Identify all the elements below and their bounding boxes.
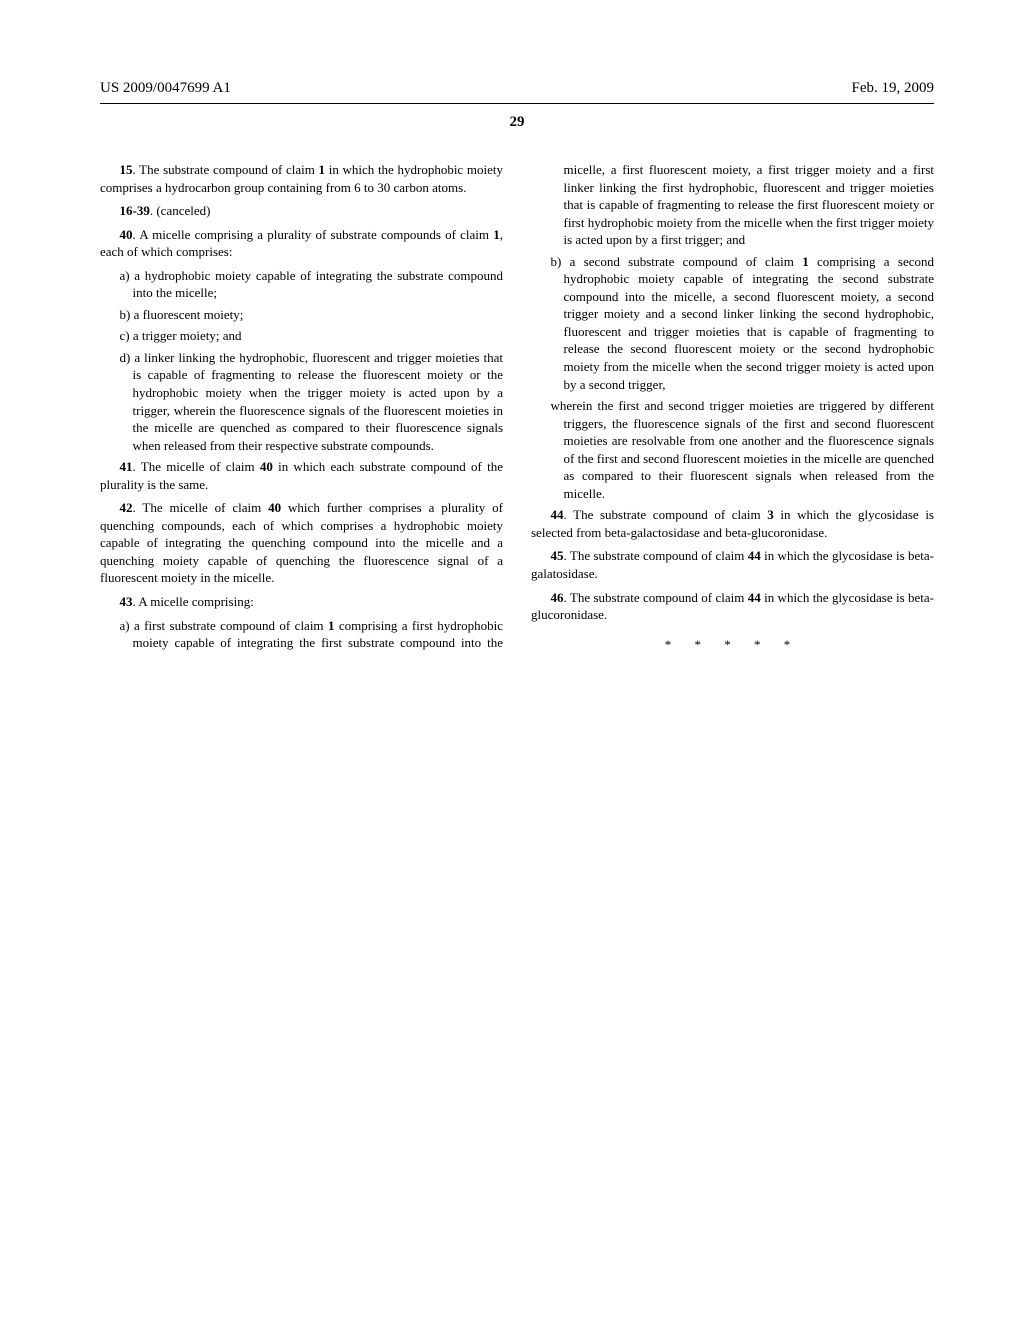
claim-text: . The substrate compound of claim xyxy=(564,548,748,563)
publication-date: Feb. 19, 2009 xyxy=(852,80,935,97)
claim-40-c: c) a trigger moiety; and xyxy=(133,327,504,345)
claim-43-lead: 43. A micelle comprising: xyxy=(100,593,503,611)
claim-number: 42 xyxy=(120,500,133,515)
claim-text: . The substrate compound of claim xyxy=(133,162,319,177)
running-header: US 2009/0047699 A1 Feb. 19, 2009 xyxy=(100,80,934,97)
claim-number: 46 xyxy=(551,590,564,605)
claim-43-wherein: wherein the first and second trigger moi… xyxy=(564,397,935,502)
claim-16-39: 16-39. (canceled) xyxy=(100,202,503,220)
claim-text: a) a first substrate compound of claim xyxy=(120,618,328,633)
claim-number: 44 xyxy=(551,507,564,522)
claims-body: 15. The substrate compound of claim 1 in… xyxy=(100,161,934,653)
claim-number: 45 xyxy=(551,548,564,563)
header-rule xyxy=(100,103,934,104)
claim-number: 40 xyxy=(120,227,133,242)
end-of-document-marker: * * * * * xyxy=(531,636,934,654)
claim-text: . (canceled) xyxy=(150,203,211,218)
claim-number: 43 xyxy=(120,594,133,609)
publication-number: US 2009/0047699 A1 xyxy=(100,80,231,97)
claim-text: . The substrate compound of claim xyxy=(564,590,748,605)
claim-40-a: a) a hydrophobic moiety capable of integ… xyxy=(133,267,504,302)
claim-number: 41 xyxy=(120,459,133,474)
patent-page: US 2009/0047699 A1 Feb. 19, 2009 29 15. … xyxy=(0,0,1024,713)
claim-40-b: b) a fluorescent moiety; xyxy=(133,306,504,324)
claim-40-lead: 40. A micelle comprising a plurality of … xyxy=(100,226,503,261)
claim-ref: 40 xyxy=(260,459,273,474)
claim-text: . A micelle comprising a plurality of su… xyxy=(133,227,494,242)
claim-ref: 44 xyxy=(748,548,761,563)
claim-number: 16-39 xyxy=(120,203,150,218)
claim-text: comprising a second hydrophobic moiety c… xyxy=(564,254,935,392)
claim-text: . A micelle comprising: xyxy=(133,594,254,609)
claim-text: . The micelle of claim xyxy=(133,459,260,474)
claim-15: 15. The substrate compound of claim 1 in… xyxy=(100,161,503,196)
claim-ref: 44 xyxy=(748,590,761,605)
claim-44: 44. The substrate compound of claim 3 in… xyxy=(531,506,934,541)
claim-ref: 40 xyxy=(268,500,281,515)
claim-46: 46. The substrate compound of claim 44 i… xyxy=(531,589,934,624)
claim-45: 45. The substrate compound of claim 44 i… xyxy=(531,547,934,582)
claim-41: 41. The micelle of claim 40 in which eac… xyxy=(100,458,503,493)
page-number: 29 xyxy=(100,114,934,131)
claim-text: . The micelle of claim xyxy=(133,500,269,515)
claim-number: 15 xyxy=(120,162,133,177)
claim-40-d: d) a linker linking the hydrophobic, flu… xyxy=(133,349,504,454)
claim-43-b: b) a second substrate compound of claim … xyxy=(564,253,935,393)
claim-42: 42. The micelle of claim 40 which furthe… xyxy=(100,499,503,587)
claim-text: . The substrate compound of claim xyxy=(564,507,768,522)
claim-text: b) a second substrate compound of claim xyxy=(551,254,803,269)
